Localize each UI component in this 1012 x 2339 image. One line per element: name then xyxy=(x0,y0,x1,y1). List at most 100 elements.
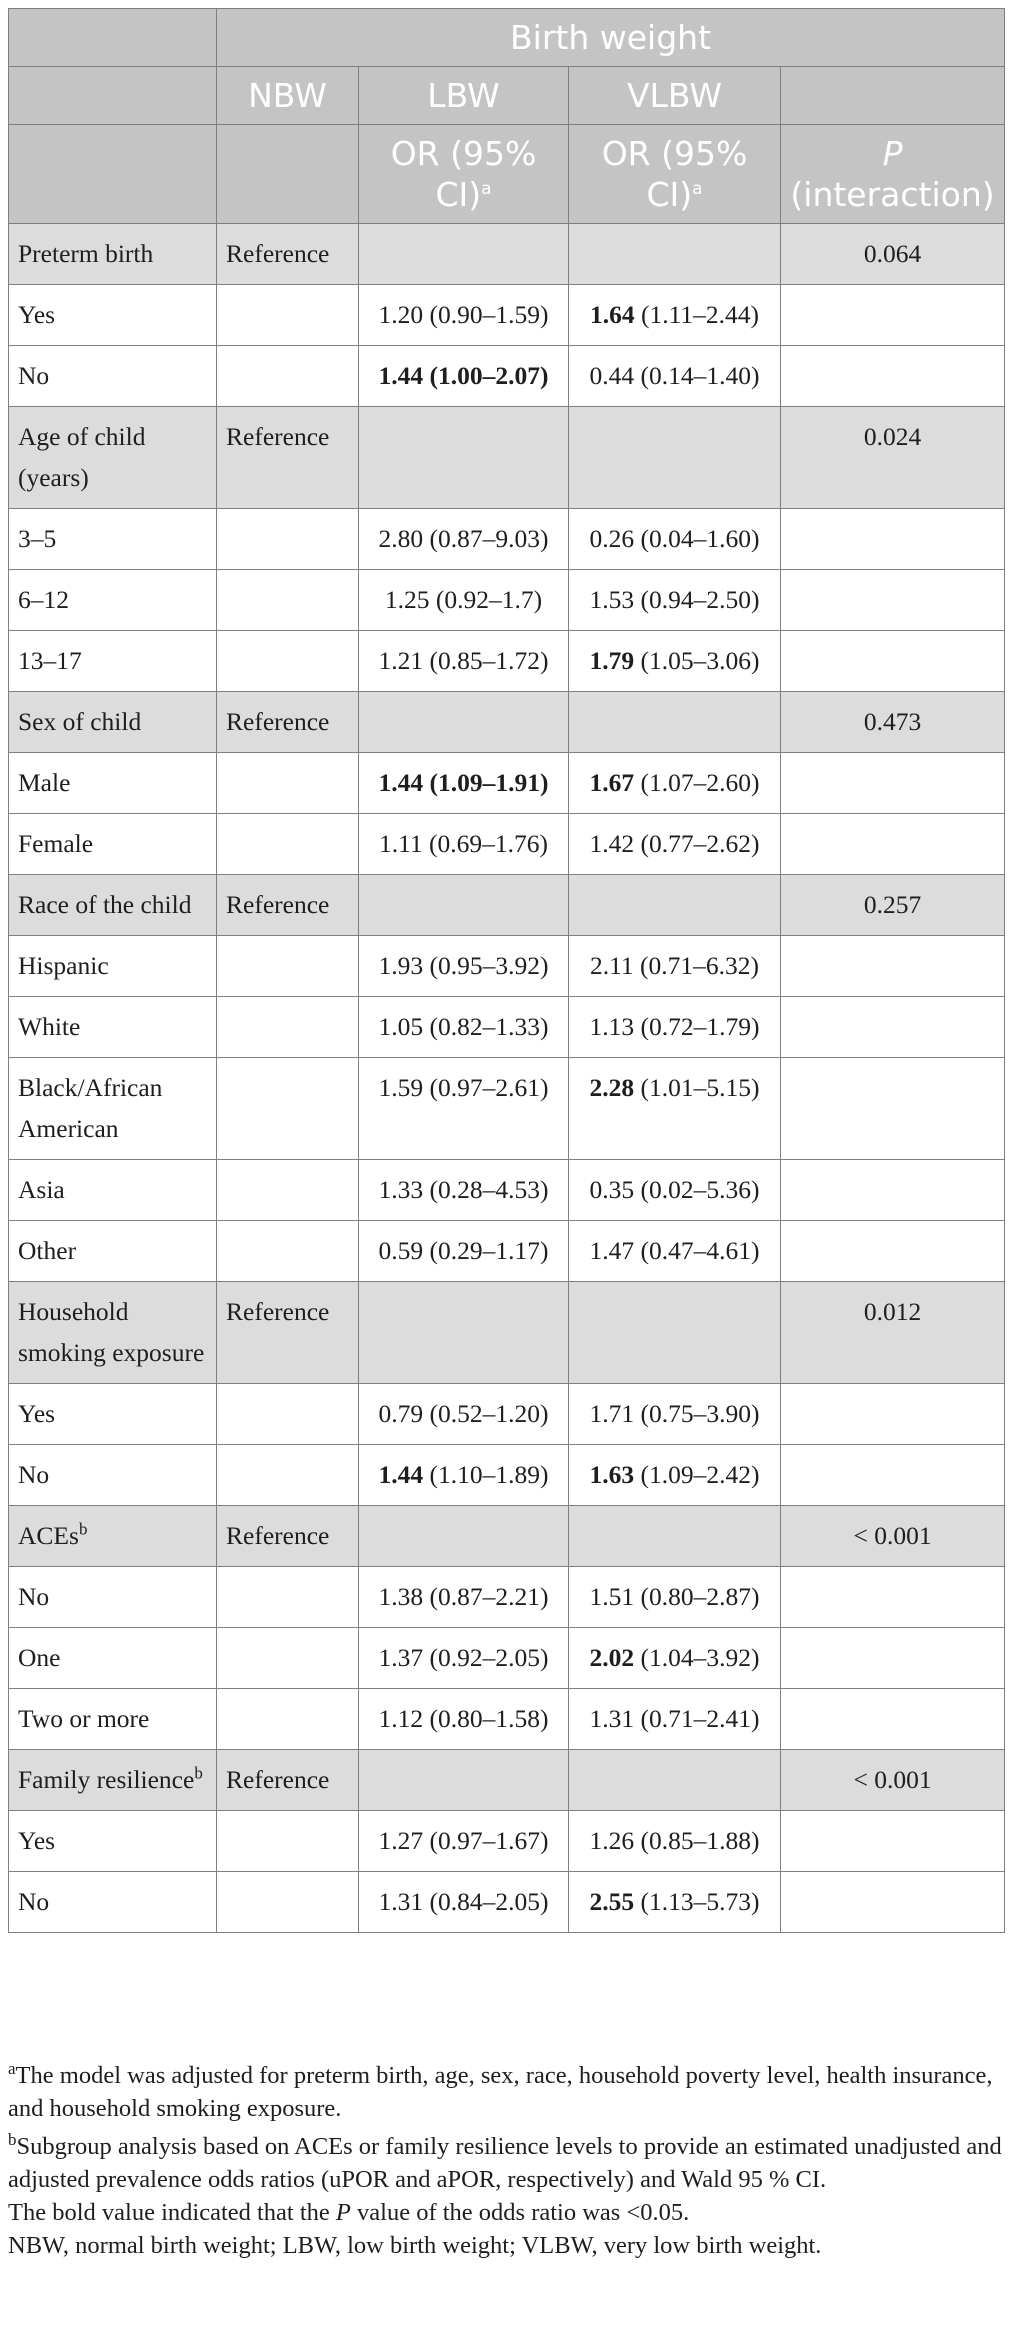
nbw-cell xyxy=(216,935,359,997)
nbw-cell xyxy=(216,345,359,407)
vlbw-or-cell xyxy=(568,1505,781,1567)
lbw-or-cell: 1.44 (1.09–1.91) xyxy=(358,752,569,814)
table-row: No 1.44 (1.10–1.89) 1.63 (1.09–2.42) xyxy=(8,1444,1006,1506)
lbw-or-cell: 1.93 (0.95–3.92) xyxy=(358,935,569,997)
p-interaction-header: P (interaction) xyxy=(779,124,1006,224)
subgroup-label: No xyxy=(8,345,217,407)
p-interaction-cell xyxy=(779,935,1006,997)
p-interaction-cell xyxy=(779,284,1006,346)
category-label: Age of child (years) xyxy=(8,406,217,509)
lbw-or-cell: 1.20 (0.90–1.59) xyxy=(358,284,569,346)
p-interaction-cell: 0.473 xyxy=(779,691,1006,753)
vlbw-or-cell: 0.44 (0.14–1.40) xyxy=(568,345,781,407)
header-empty-cell xyxy=(8,8,217,67)
footnote-bold: The bold value indicated that the P valu… xyxy=(8,2199,690,2226)
vlbw-or-cell xyxy=(568,1281,781,1384)
lbw-or-cell xyxy=(358,1749,569,1811)
p-interaction-cell xyxy=(779,996,1006,1058)
lbw-or-cell: 1.44 (1.00–2.07) xyxy=(358,345,569,407)
header-empty-cell xyxy=(8,124,217,224)
p-interaction-cell: 0.012 xyxy=(779,1281,1006,1384)
nbw-cell xyxy=(216,1871,359,1933)
category-row: Age of child (years) Reference 0.024 xyxy=(8,406,1006,509)
subgroup-label: Asia xyxy=(8,1159,217,1221)
lbw-header: LBW xyxy=(358,66,569,125)
table-row: One 1.37 (0.92–2.05) 2.02 (1.04–3.92) xyxy=(8,1627,1006,1689)
vlbw-or-cell xyxy=(568,223,781,285)
vlbw-or-cell: 2.02 (1.04–3.92) xyxy=(568,1627,781,1689)
vlbw-or-cell: 1.42 (0.77–2.62) xyxy=(568,813,781,875)
category-row: Family resilienceb Reference < 0.001 xyxy=(8,1749,1006,1811)
lbw-or-cell: 1.59 (0.97–2.61) xyxy=(358,1057,569,1160)
p-interaction-cell xyxy=(779,1383,1006,1445)
p-interaction-cell xyxy=(779,1444,1006,1506)
reference-cell: Reference xyxy=(216,1505,359,1567)
lbw-or-cell: 0.79 (0.52–1.20) xyxy=(358,1383,569,1445)
p-interaction-cell xyxy=(779,345,1006,407)
vlbw-or-cell: 0.26 (0.04–1.60) xyxy=(568,508,781,570)
lbw-or-cell: 1.44 (1.10–1.89) xyxy=(358,1444,569,1506)
lbw-or-cell: 1.25 (0.92–1.7) xyxy=(358,569,569,631)
nbw-cell xyxy=(216,1159,359,1221)
p-interaction-cell xyxy=(779,630,1006,692)
table-row: Hispanic 1.93 (0.95–3.92) 2.11 (0.71–6.32) xyxy=(8,935,1006,997)
vlbw-or-cell: 1.79 (1.05–3.06) xyxy=(568,630,781,692)
header-empty-cell xyxy=(779,66,1006,125)
reference-cell: Reference xyxy=(216,406,359,509)
subgroup-label: No xyxy=(8,1871,217,1933)
reference-cell: Reference xyxy=(216,874,359,936)
vlbw-or-cell xyxy=(568,691,781,753)
category-row: Sex of child Reference 0.473 xyxy=(8,691,1006,753)
subgroup-label: 6–12 xyxy=(8,569,217,631)
lbw-or-cell xyxy=(358,1281,569,1384)
nbw-cell xyxy=(216,813,359,875)
lbw-or-cell: 1.11 (0.69–1.76) xyxy=(358,813,569,875)
lbw-or-cell: 1.27 (0.97–1.67) xyxy=(358,1810,569,1872)
p-interaction-cell xyxy=(779,752,1006,814)
p-interaction-cell xyxy=(779,1159,1006,1221)
category-label: Household smoking exposure xyxy=(8,1281,217,1384)
lbw-or-cell: 1.37 (0.92–2.05) xyxy=(358,1627,569,1689)
p-interaction-cell xyxy=(779,813,1006,875)
vlbw-or-header: OR (95% CI)a xyxy=(568,124,781,224)
lbw-or-cell xyxy=(358,406,569,509)
footnote-abbreviations: NBW, normal birth weight; LBW, low birth… xyxy=(8,2232,822,2259)
nbw-cell xyxy=(216,630,359,692)
vlbw-or-cell: 1.63 (1.09–2.42) xyxy=(568,1444,781,1506)
category-label: Family resilienceb xyxy=(8,1749,217,1811)
p-interaction-cell xyxy=(779,569,1006,631)
subgroup-label: 3–5 xyxy=(8,508,217,570)
nbw-cell xyxy=(216,1688,359,1750)
p-interaction-cell: < 0.001 xyxy=(779,1505,1006,1567)
lbw-or-cell: 2.80 (0.87–9.03) xyxy=(358,508,569,570)
reference-cell: Reference xyxy=(216,1749,359,1811)
table-row: 3–5 2.80 (0.87–9.03) 0.26 (0.04–1.60) xyxy=(8,508,1006,570)
lbw-or-header: OR (95% CI)a xyxy=(358,124,569,224)
lbw-or-cell xyxy=(358,874,569,936)
table-row: Male 1.44 (1.09–1.91) 1.67 (1.07–2.60) xyxy=(8,752,1006,814)
header-row-2: NBW LBW VLBW xyxy=(8,66,1006,125)
vlbw-or-cell: 1.64 (1.11–2.44) xyxy=(568,284,781,346)
category-row: ACEsb Reference < 0.001 xyxy=(8,1505,1006,1567)
vlbw-or-cell: 1.47 (0.47–4.61) xyxy=(568,1220,781,1282)
lbw-or-cell: 1.33 (0.28–4.53) xyxy=(358,1159,569,1221)
nbw-cell xyxy=(216,1810,359,1872)
vlbw-or-cell: 1.53 (0.94–2.50) xyxy=(568,569,781,631)
table-row: White 1.05 (0.82–1.33) 1.13 (0.72–1.79) xyxy=(8,996,1006,1058)
p-interaction-cell: 0.257 xyxy=(779,874,1006,936)
nbw-cell xyxy=(216,1220,359,1282)
lbw-or-cell: 1.21 (0.85–1.72) xyxy=(358,630,569,692)
vlbw-or-cell: 1.67 (1.07–2.60) xyxy=(568,752,781,814)
table-row: No 1.31 (0.84–2.05) 2.55 (1.13–5.73) xyxy=(8,1871,1006,1933)
vlbw-or-cell xyxy=(568,1749,781,1811)
category-row: Race of the child Reference 0.257 xyxy=(8,874,1006,936)
nbw-cell xyxy=(216,508,359,570)
table-row: Yes 0.79 (0.52–1.20) 1.71 (0.75–3.90) xyxy=(8,1383,1006,1445)
p-interaction-cell xyxy=(779,1871,1006,1933)
vlbw-or-cell xyxy=(568,874,781,936)
p-interaction-cell xyxy=(779,1810,1006,1872)
vlbw-or-cell: 2.28 (1.01–5.15) xyxy=(568,1057,781,1160)
category-label: Race of the child xyxy=(8,874,217,936)
vlbw-or-cell: 1.26 (0.85–1.88) xyxy=(568,1810,781,1872)
nbw-header: NBW xyxy=(216,66,359,125)
